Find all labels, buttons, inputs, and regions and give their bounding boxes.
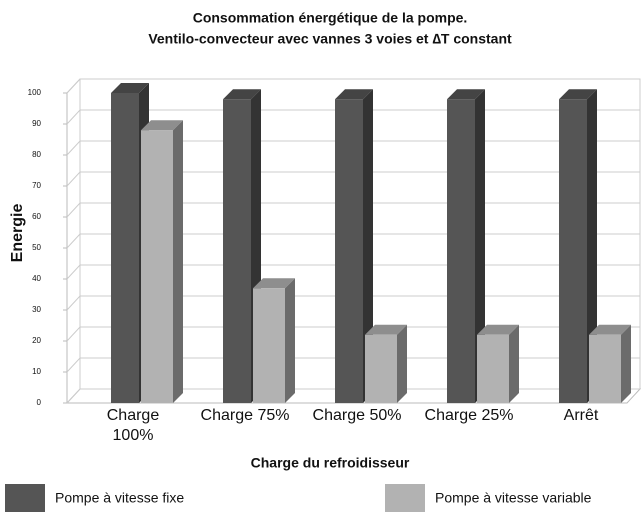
bar-side	[509, 324, 519, 403]
bar-front	[111, 93, 139, 403]
chart-subtitle: Ventilo-convecteur avec vannes 3 voies e…	[148, 31, 512, 47]
bar-top	[559, 89, 597, 100]
bar-top	[589, 324, 631, 335]
bar-top	[335, 89, 373, 100]
bar-top	[111, 83, 149, 93]
x-tick-label: Arrêt	[564, 407, 599, 424]
y-tick-label: 10	[32, 367, 41, 376]
legend-label: Pompe à vitesse variable	[435, 490, 592, 506]
bar-front	[477, 334, 509, 403]
bar-front	[365, 334, 397, 403]
x-tick-label: Charge 100%	[107, 407, 160, 444]
y-tick-label: 30	[32, 305, 41, 314]
bar-top	[365, 324, 407, 335]
bar-top	[223, 89, 261, 100]
bar-front	[335, 99, 363, 403]
y-tick-label: 20	[32, 336, 41, 345]
bar-top	[447, 89, 485, 100]
bar-front	[559, 99, 587, 403]
bar-side	[173, 120, 183, 403]
bar	[141, 120, 183, 403]
bar-side	[587, 89, 597, 403]
legend-label: Pompe à vitesse fixe	[55, 490, 184, 506]
bar-top	[477, 324, 519, 335]
bar-front	[141, 130, 173, 403]
legend-swatch	[385, 484, 425, 512]
bar-side	[621, 324, 631, 403]
bar-top	[253, 278, 295, 289]
bar	[223, 89, 261, 403]
y-axis-title: Energie	[9, 204, 26, 263]
bar-front	[447, 99, 475, 403]
y-tick-label: 70	[32, 181, 41, 190]
bar-side	[475, 89, 485, 403]
bar-front	[589, 334, 621, 403]
bar	[335, 89, 373, 403]
bar-side	[397, 324, 407, 403]
x-tick-label: Charge 75%	[201, 407, 290, 424]
grid-line	[66, 78, 640, 94]
bar	[447, 89, 485, 403]
x-axis-title: Charge du refroidisseur	[251, 455, 410, 471]
bar	[589, 324, 631, 403]
chart-title: Consommation énergétique de la pompe.	[193, 10, 468, 26]
y-tick-label: 90	[32, 119, 41, 128]
bar	[559, 89, 597, 403]
x-tick-label: Charge 25%	[425, 407, 514, 424]
y-tick-label: 50	[32, 243, 41, 252]
legend-swatch	[5, 484, 45, 512]
bar	[365, 324, 407, 403]
bar-side	[363, 89, 373, 403]
bar	[253, 278, 295, 403]
bar-front	[223, 99, 251, 403]
x-tick-label: Charge 50%	[313, 407, 402, 424]
y-tick-label: 60	[32, 212, 41, 221]
bar-side	[285, 278, 295, 403]
y-tick-label: 80	[32, 150, 41, 159]
bar-front	[253, 288, 285, 403]
y-tick-label: 0	[37, 398, 42, 407]
bar-top	[141, 120, 183, 131]
bar	[477, 324, 519, 403]
y-tick-label: 100	[28, 88, 42, 97]
y-tick-label: 40	[32, 274, 41, 283]
